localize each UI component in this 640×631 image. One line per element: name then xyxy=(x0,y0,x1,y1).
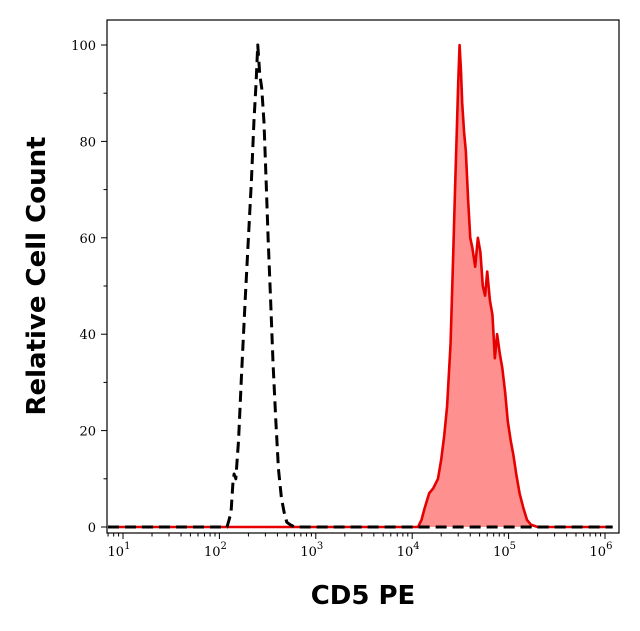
plot-frame xyxy=(106,19,620,534)
y-tick-label: 0 xyxy=(88,521,96,536)
y-tick-label: 40 xyxy=(79,328,96,343)
x-tick-label: 106 xyxy=(590,541,613,560)
y-tick-label: 60 xyxy=(79,232,96,247)
x-tick-label: 103 xyxy=(300,541,323,560)
x-axis-title: CD5 PE xyxy=(311,581,416,611)
plot-layer xyxy=(108,43,613,529)
series-1-line xyxy=(108,43,613,529)
y-axis-title: Relative Cell Count xyxy=(22,136,52,415)
x-axis: 101 102 103 104 105 106 xyxy=(108,533,613,560)
y-tick-label: 20 xyxy=(79,425,96,440)
y-axis: 0 20 40 60 80 100 xyxy=(71,39,107,536)
x-tick-label: 105 xyxy=(493,541,516,560)
y-tick-label: 80 xyxy=(79,135,96,150)
series-0-line xyxy=(108,43,613,529)
x-tick-label: 104 xyxy=(397,541,420,560)
x-tick-label: 102 xyxy=(204,541,227,560)
y-tick-label: 100 xyxy=(71,39,96,54)
x-tick-label: 101 xyxy=(108,541,131,560)
series-1-area xyxy=(108,45,613,527)
